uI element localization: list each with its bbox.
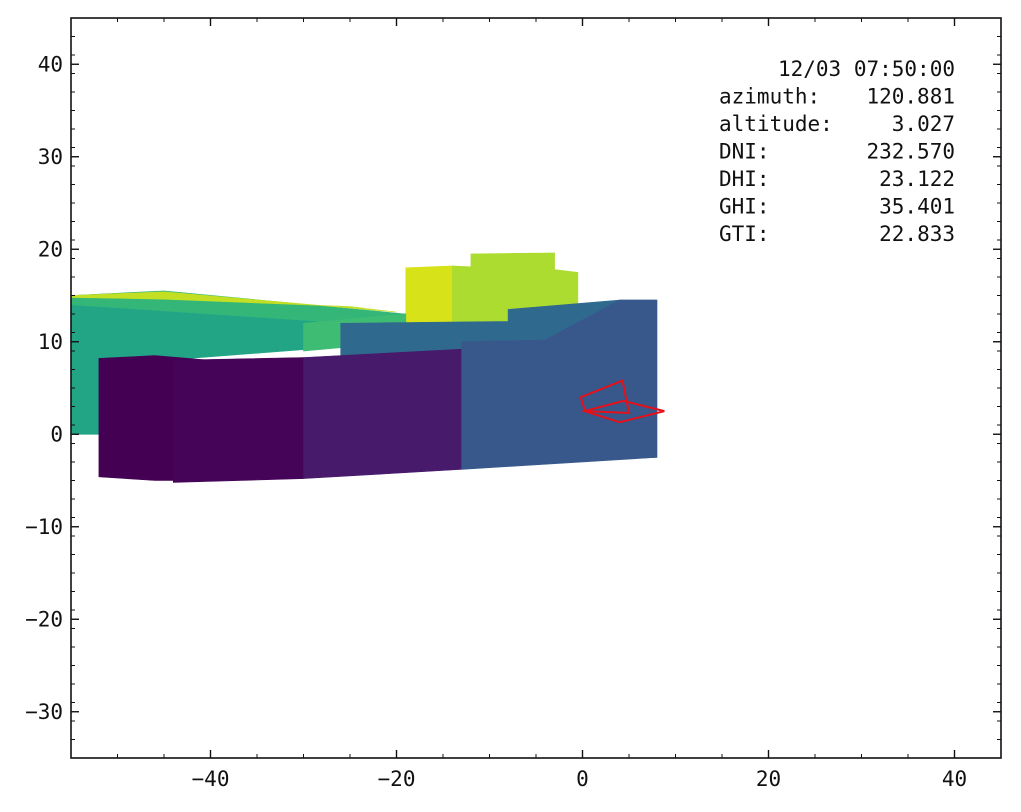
info-label: altitude:: [719, 112, 833, 136]
info-box: 12/03 07:50:00 azimuth: 120.881 altitude: 3…: [719, 57, 955, 246]
y-tick-label: 30: [38, 145, 63, 169]
info-label: DHI:: [719, 167, 770, 191]
info-value: 3.027: [892, 112, 955, 136]
y-tick-label: 0: [50, 422, 63, 446]
y-tick-label: 40: [38, 52, 63, 76]
surface-front-wall-right: [461, 299, 658, 470]
ticks-group: −40 −20 0 20 40 −30 −20 −10 0 10 20 30 40: [25, 17, 1002, 791]
info-timestamp: 12/03 07:50:00: [778, 57, 955, 81]
surface-yellow-box-left: [405, 265, 453, 324]
surface-front-wall-dark: [173, 357, 304, 483]
x-tick-label: 20: [756, 767, 781, 791]
outline-panel-flat: [580, 399, 665, 424]
outline-panel-upright: [579, 379, 631, 415]
info-label: DNI:: [719, 140, 770, 164]
x-tick-label: 0: [576, 767, 589, 791]
y-tick-label: 20: [38, 237, 63, 261]
info-value: 23.122: [879, 167, 955, 191]
y-tick-label: −30: [25, 700, 63, 724]
y-tick-label: −20: [25, 607, 63, 631]
info-value: 35.401: [879, 195, 955, 219]
surfaces-group: [70, 252, 658, 483]
info-value: 232.570: [866, 140, 955, 164]
x-tick-label: −20: [378, 767, 416, 791]
y-tick-label: −10: [25, 515, 63, 539]
red-outline-group: [579, 379, 665, 424]
info-label: azimuth:: [719, 85, 820, 109]
x-tick-label: −40: [192, 767, 230, 791]
info-label: GHI:: [719, 195, 770, 219]
x-tick-label: 40: [942, 767, 967, 791]
info-label: GTI:: [719, 222, 770, 246]
y-tick-label: 10: [38, 330, 63, 354]
info-value: 120.881: [866, 85, 955, 109]
info-value: 22.833: [879, 222, 955, 246]
surface-front-wall-mid: [303, 348, 462, 479]
